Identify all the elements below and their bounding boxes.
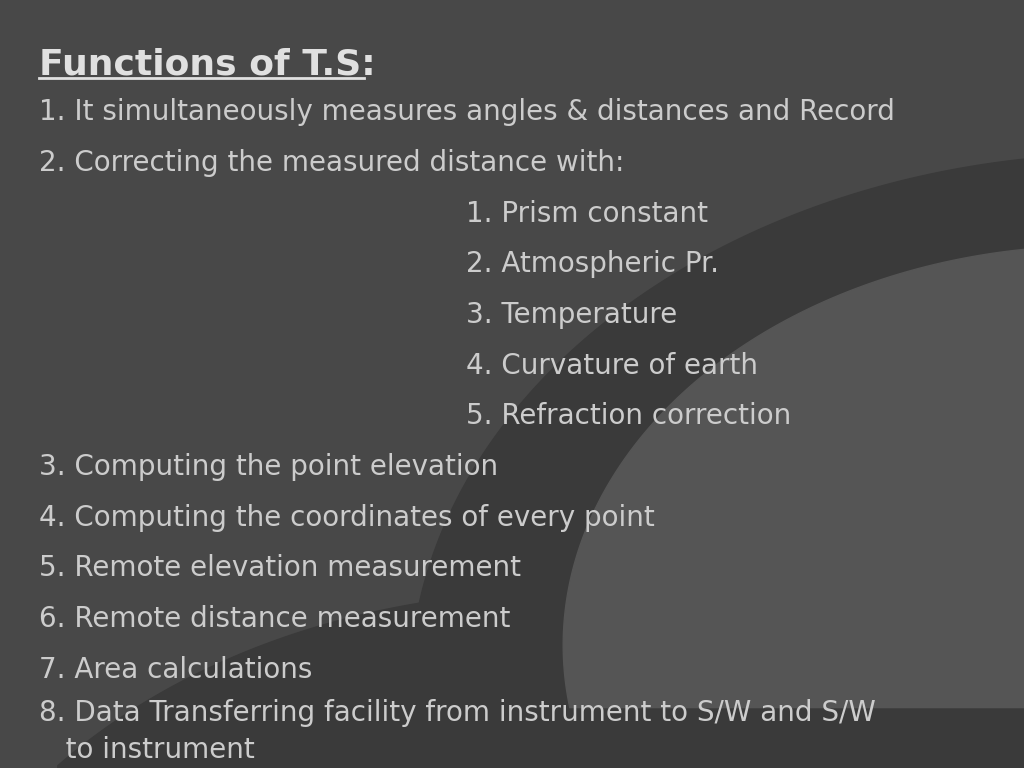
Text: 5. Remote elevation measurement: 5. Remote elevation measurement <box>39 554 521 582</box>
Text: 2. Correcting the measured distance with:: 2. Correcting the measured distance with… <box>39 149 625 177</box>
Polygon shape <box>563 246 1024 707</box>
Text: 5. Refraction correction: 5. Refraction correction <box>466 402 792 430</box>
Polygon shape <box>410 154 1024 768</box>
Text: 8. Data Transferring facility from instrument to S/W and S/W: 8. Data Transferring facility from instr… <box>39 699 876 727</box>
Text: 1. Prism constant: 1. Prism constant <box>466 200 708 227</box>
Text: 2. Atmospheric Pr.: 2. Atmospheric Pr. <box>466 250 719 278</box>
Text: 3. Computing the point elevation: 3. Computing the point elevation <box>39 453 498 481</box>
Polygon shape <box>57 591 1024 768</box>
Text: to instrument: to instrument <box>39 736 255 763</box>
Text: 1. It simultaneously measures angles & distances and Record: 1. It simultaneously measures angles & d… <box>39 98 895 126</box>
Text: 6. Remote distance measurement: 6. Remote distance measurement <box>39 605 510 633</box>
Text: 7. Area calculations: 7. Area calculations <box>39 656 312 684</box>
Text: 3. Temperature: 3. Temperature <box>466 301 677 329</box>
Text: Functions of T.S:: Functions of T.S: <box>39 48 376 81</box>
Text: 4. Curvature of earth: 4. Curvature of earth <box>466 352 758 379</box>
Text: 4. Computing the coordinates of every point: 4. Computing the coordinates of every po… <box>39 504 654 531</box>
